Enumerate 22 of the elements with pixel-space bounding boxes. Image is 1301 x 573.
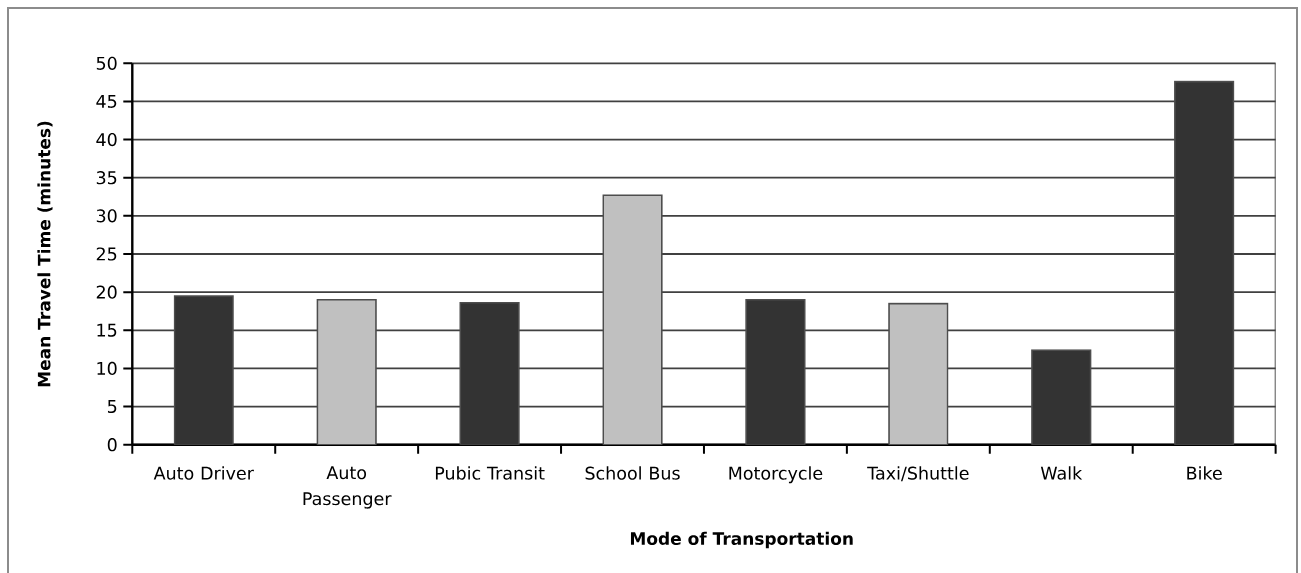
y-axis-title: Mean Travel Time (minutes) xyxy=(37,121,53,387)
y-tick-label: 30 xyxy=(96,209,117,223)
y-tick-label: 40 xyxy=(96,132,117,147)
y-tick-label: 50 xyxy=(96,56,117,70)
x-tick-label: Pubic Transit xyxy=(435,466,545,480)
y-tick-label: 45 xyxy=(96,94,117,108)
x-tick-label: Walk xyxy=(1040,466,1083,480)
x-tick-label: Motorcycle xyxy=(729,466,823,484)
y-tick-label: 25 xyxy=(96,247,117,261)
x-tick-label: Taxi/Shuttle xyxy=(867,466,969,482)
y-tick-label: 15 xyxy=(97,323,117,337)
y-tick-label: 35 xyxy=(96,171,117,185)
y-tick-label: 10 xyxy=(97,361,117,376)
x-axis-title: Mode of Transportation xyxy=(630,531,853,549)
bar xyxy=(173,295,234,445)
y-tick-label: 20 xyxy=(96,285,117,299)
y-tick-label: 5 xyxy=(107,400,117,414)
y-tick-label: 0 xyxy=(107,438,117,452)
x-tick-label: Auto Passenger xyxy=(303,466,392,509)
x-tick-label: Bike xyxy=(1187,466,1222,480)
x-tick-label: School Bus xyxy=(585,466,680,480)
x-tick-label: Auto Driver xyxy=(153,466,254,480)
